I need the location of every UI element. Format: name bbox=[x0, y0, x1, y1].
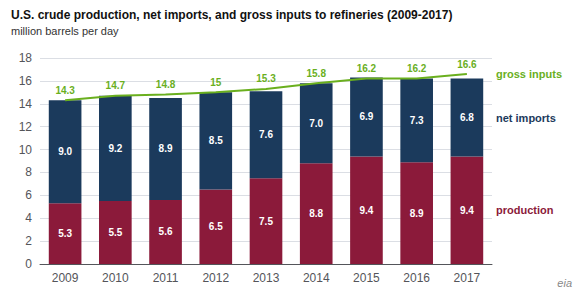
svg-text:gross inputs: gross inputs bbox=[496, 68, 562, 80]
svg-text:U.S. crude production, net imp: U.S. crude production, net imports, and … bbox=[11, 8, 452, 22]
svg-text:16: 16 bbox=[19, 74, 33, 88]
svg-text:14.7: 14.7 bbox=[106, 80, 126, 91]
svg-text:7.3: 7.3 bbox=[410, 115, 424, 126]
svg-text:2017: 2017 bbox=[454, 271, 481, 285]
svg-text:2015: 2015 bbox=[353, 271, 380, 285]
svg-text:16.6: 16.6 bbox=[457, 59, 477, 70]
svg-text:7.0: 7.0 bbox=[309, 118, 323, 129]
svg-text:5.3: 5.3 bbox=[58, 228, 72, 239]
svg-text:net imports: net imports bbox=[496, 112, 556, 124]
svg-text:9.4: 9.4 bbox=[359, 205, 373, 216]
svg-text:16.2: 16.2 bbox=[407, 63, 427, 74]
svg-text:8.9: 8.9 bbox=[410, 208, 424, 219]
svg-text:production: production bbox=[496, 204, 554, 216]
svg-text:9.2: 9.2 bbox=[108, 143, 122, 154]
svg-text:7.6: 7.6 bbox=[259, 129, 273, 140]
svg-text:2009: 2009 bbox=[52, 271, 79, 285]
svg-text:10: 10 bbox=[19, 143, 33, 157]
svg-text:6.9: 6.9 bbox=[359, 111, 373, 122]
svg-text:2010: 2010 bbox=[102, 271, 129, 285]
svg-text:9.4: 9.4 bbox=[460, 205, 474, 216]
svg-text:14: 14 bbox=[19, 97, 33, 111]
svg-text:18: 18 bbox=[19, 51, 33, 65]
svg-text:0: 0 bbox=[25, 257, 32, 271]
svg-text:5.6: 5.6 bbox=[159, 226, 173, 237]
svg-text:million barrels per day: million barrels per day bbox=[11, 25, 119, 37]
svg-text:14.8: 14.8 bbox=[156, 79, 176, 90]
svg-text:eia: eia bbox=[557, 277, 572, 289]
svg-text:7.5: 7.5 bbox=[259, 216, 273, 227]
svg-text:2: 2 bbox=[25, 234, 32, 248]
svg-text:8.8: 8.8 bbox=[309, 208, 323, 219]
svg-text:6: 6 bbox=[25, 188, 32, 202]
svg-text:15.8: 15.8 bbox=[306, 68, 326, 79]
svg-text:8.5: 8.5 bbox=[209, 135, 223, 146]
svg-text:12: 12 bbox=[19, 120, 33, 134]
svg-text:6.5: 6.5 bbox=[209, 221, 223, 232]
svg-text:9.0: 9.0 bbox=[58, 146, 72, 157]
svg-text:6.8: 6.8 bbox=[460, 112, 474, 123]
svg-text:15: 15 bbox=[210, 77, 222, 88]
svg-text:15.3: 15.3 bbox=[256, 73, 276, 84]
svg-text:4: 4 bbox=[25, 211, 32, 225]
svg-text:5.5: 5.5 bbox=[108, 227, 122, 238]
svg-text:2016: 2016 bbox=[403, 271, 430, 285]
svg-text:14.3: 14.3 bbox=[55, 85, 75, 96]
svg-text:8.9: 8.9 bbox=[159, 143, 173, 154]
svg-text:16.2: 16.2 bbox=[357, 63, 377, 74]
svg-text:2013: 2013 bbox=[253, 271, 280, 285]
svg-text:2011: 2011 bbox=[153, 271, 179, 285]
svg-text:8: 8 bbox=[25, 165, 32, 179]
svg-text:2012: 2012 bbox=[202, 271, 229, 285]
svg-text:2014: 2014 bbox=[303, 271, 330, 285]
